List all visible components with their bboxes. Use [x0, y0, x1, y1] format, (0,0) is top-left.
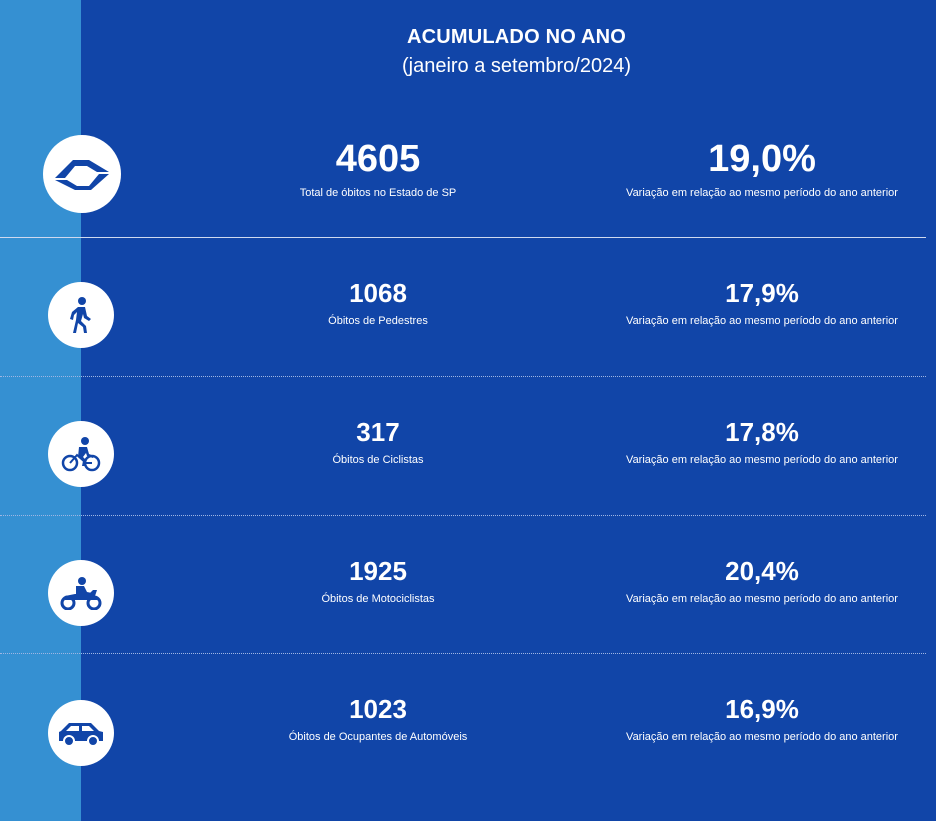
pedestrian-variation-label: Variação em relação ao mesmo período do …	[626, 315, 898, 327]
pedestrian-deaths-label: Óbitos de Pedestres	[328, 315, 428, 327]
divider	[0, 376, 926, 377]
total-variation-stat: 19,0% Variação em relação ao mesmo perío…	[600, 140, 924, 199]
pedestrian-deaths-value: 1068	[349, 278, 407, 308]
cyclist-variation-stat: 17,8% Variação em relação ao mesmo perío…	[600, 419, 924, 466]
motorcyclist-deaths-value: 1925	[349, 556, 407, 586]
cyclist-variation-value: 17,8%	[725, 417, 799, 447]
total-deaths-label: Total de óbitos no Estado de SP	[299, 187, 457, 199]
cyclist-variation-label: Variação em relação ao mesmo período do …	[626, 454, 898, 466]
pedestrian-icon	[48, 282, 114, 348]
total-variation-label: Variação em relação ao mesmo período do …	[626, 187, 898, 199]
header: ACUMULADO NO ANO (janeiro a setembro/202…	[81, 26, 936, 78]
total-variation-value: 19,0%	[708, 138, 816, 180]
divider	[0, 237, 926, 238]
car-variation-label: Variação em relação ao mesmo período do …	[626, 731, 898, 743]
motorcyclist-variation-label: Variação em relação ao mesmo período do …	[626, 593, 898, 605]
motorcyclist-variation-value: 20,4%	[725, 556, 799, 586]
cyclist-deaths-value: 317	[356, 417, 400, 447]
divider	[0, 515, 926, 516]
motorcyclist-deaths-label: Óbitos de Motociclistas	[321, 593, 435, 605]
car-icon	[48, 700, 114, 766]
page-title: ACUMULADO NO ANO	[406, 26, 627, 48]
main-panel	[81, 0, 936, 821]
car-deaths-value: 1023	[349, 694, 407, 724]
car-deaths-label: Óbitos de Ocupantes de Automóveis	[288, 731, 468, 743]
sao-paulo-map-icon	[43, 135, 121, 213]
cyclist-deaths-label: Óbitos de Ciclistas	[332, 454, 424, 466]
motorcyclist-icon	[48, 560, 114, 626]
cyclist-icon	[48, 421, 114, 487]
total-deaths-stat: 4605 Total de óbitos no Estado de SP	[228, 140, 528, 199]
page-subtitle: (janeiro a setembro/2024)	[401, 55, 631, 77]
divider	[0, 653, 926, 654]
cyclist-deaths-stat: 317 Óbitos de Ciclistas	[228, 419, 528, 466]
car-variation-stat: 16,9% Variação em relação ao mesmo perío…	[600, 696, 924, 743]
pedestrian-variation-stat: 17,9% Variação em relação ao mesmo perío…	[600, 280, 924, 327]
side-strip	[0, 0, 81, 821]
motorcyclist-variation-stat: 20,4% Variação em relação ao mesmo perío…	[600, 558, 924, 605]
pedestrian-deaths-stat: 1068 Óbitos de Pedestres	[228, 280, 528, 327]
car-variation-value: 16,9%	[725, 694, 799, 724]
total-deaths-value: 4605	[335, 138, 421, 180]
pedestrian-variation-value: 17,9%	[725, 278, 799, 308]
motorcyclist-deaths-stat: 1925 Óbitos de Motociclistas	[228, 558, 528, 605]
car-deaths-stat: 1023 Óbitos de Ocupantes de Automóveis	[228, 696, 528, 743]
